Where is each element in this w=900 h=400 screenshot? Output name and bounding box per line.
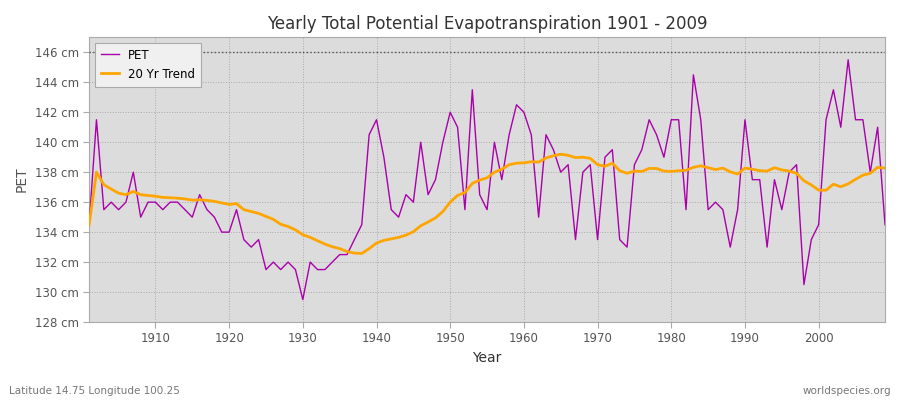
Text: worldspecies.org: worldspecies.org — [803, 386, 891, 396]
PET — [84, 222, 94, 227]
PET — [356, 222, 367, 227]
PET — [526, 132, 536, 137]
Line: PET: PET — [89, 60, 885, 300]
Text: Latitude 14.75 Longitude 100.25: Latitude 14.75 Longitude 100.25 — [9, 386, 180, 396]
Legend: PET, 20 Yr Trend: PET, 20 Yr Trend — [95, 43, 201, 87]
20 Yr Trend — [526, 159, 536, 164]
20 Yr Trend — [356, 251, 367, 256]
20 Yr Trend — [143, 193, 154, 198]
PET — [312, 267, 323, 272]
PET — [615, 237, 626, 242]
Title: Yearly Total Potential Evapotranspiration 1901 - 2009: Yearly Total Potential Evapotranspiratio… — [266, 15, 707, 33]
PET — [143, 200, 154, 204]
Y-axis label: PET: PET — [15, 167, 29, 192]
X-axis label: Year: Year — [472, 351, 501, 365]
20 Yr Trend — [305, 235, 316, 240]
20 Yr Trend — [349, 251, 360, 256]
PET — [518, 110, 529, 115]
PET — [297, 297, 308, 302]
20 Yr Trend — [622, 171, 633, 176]
20 Yr Trend — [555, 152, 566, 157]
PET — [879, 222, 890, 227]
PET — [842, 58, 853, 62]
20 Yr Trend — [518, 160, 529, 165]
20 Yr Trend — [84, 222, 94, 227]
Line: 20 Yr Trend: 20 Yr Trend — [89, 154, 885, 254]
20 Yr Trend — [879, 166, 890, 170]
